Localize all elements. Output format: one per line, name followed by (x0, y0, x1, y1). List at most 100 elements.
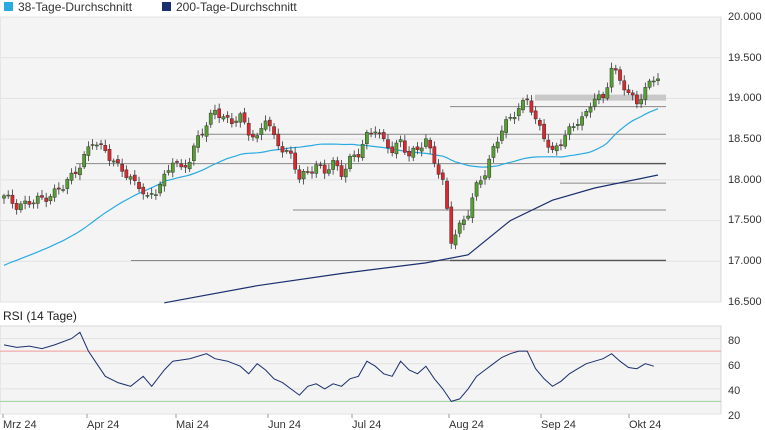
candle (360, 139, 365, 161)
candle-body (69, 172, 74, 181)
candle-body (487, 158, 492, 178)
candle (276, 128, 281, 150)
sma38-line (3, 108, 659, 266)
candle-body (343, 168, 348, 178)
candle (436, 159, 441, 179)
candle-body (386, 139, 390, 149)
rsi-tick-label: 20 (728, 410, 740, 422)
candle-body (289, 150, 293, 154)
candle-body (318, 164, 323, 166)
candle (626, 84, 631, 95)
candle (86, 141, 91, 162)
candle-body (242, 112, 247, 123)
candle (179, 159, 184, 171)
candle-body (538, 120, 542, 126)
candle (208, 109, 213, 128)
candle (145, 192, 150, 199)
candle (65, 177, 70, 195)
candle (411, 145, 416, 162)
price-tick-label: 17.000 (728, 255, 762, 267)
candle (141, 183, 146, 200)
candle (335, 156, 340, 171)
candle-body (559, 144, 563, 146)
candle-body (402, 140, 407, 153)
candle-body (508, 117, 513, 119)
candle-body (6, 194, 11, 197)
candle-body (453, 234, 458, 246)
legend-swatch-sma200 (162, 2, 171, 11)
candle-body (529, 100, 534, 113)
candle-body (40, 195, 44, 198)
candle-body (436, 164, 441, 175)
candle-body (137, 182, 141, 190)
candle-body (605, 87, 610, 99)
candle-body (466, 215, 470, 219)
candle-body (276, 133, 281, 147)
candle-body (550, 145, 555, 150)
candle (128, 174, 133, 185)
candle-body (478, 180, 483, 185)
candle (322, 159, 327, 179)
candle-body (500, 130, 504, 141)
candle-body (618, 69, 622, 81)
candle-body (99, 143, 103, 145)
candle-body (626, 89, 631, 93)
x-tick-label: Aug 24 (449, 419, 484, 430)
candle-body (597, 94, 601, 100)
candle (491, 143, 496, 163)
candle-body (643, 87, 648, 100)
candle-body (571, 126, 576, 128)
legend-label-sma200: 200-Tage-Durchschnitt (176, 0, 297, 14)
candle (255, 132, 260, 143)
candle-body (44, 197, 49, 202)
candle-body (120, 164, 124, 172)
moving-averages (3, 108, 659, 304)
x-tick-label: Mrz 24 (3, 419, 37, 430)
candle-body (221, 116, 226, 120)
candlesticks (2, 62, 660, 250)
price-tick-label: 17.500 (728, 214, 762, 226)
candle (132, 170, 137, 186)
price-panel: 16.500 17.000 17.500 18.000 18.500 19.00… (0, 11, 762, 308)
candle-body (639, 99, 643, 105)
candle (440, 169, 445, 186)
candle (154, 189, 158, 200)
candle (516, 103, 521, 121)
candle-body (267, 119, 272, 127)
candle-body (293, 152, 297, 170)
price-axis: 16.500 17.000 17.500 18.000 18.500 19.00… (728, 11, 762, 308)
candle (318, 161, 323, 169)
candle-body (23, 200, 27, 204)
candle (162, 170, 167, 192)
candle (500, 125, 504, 145)
candle-body (27, 201, 32, 205)
candle-body (297, 169, 302, 180)
candle-body (154, 194, 158, 196)
candle-body (208, 112, 213, 125)
candle (213, 104, 217, 120)
candle-body (567, 126, 572, 135)
candle (449, 201, 454, 249)
candle-body (187, 161, 192, 170)
candle (289, 146, 293, 159)
candle (550, 142, 555, 153)
candle (613, 64, 618, 75)
candle (297, 165, 302, 184)
candle-body (419, 147, 424, 152)
candle (588, 102, 593, 118)
candle (280, 141, 285, 158)
candle-body (445, 180, 449, 209)
candle (187, 157, 192, 173)
candle (166, 164, 171, 176)
candle (192, 143, 196, 166)
candle (567, 123, 572, 141)
candle (99, 139, 103, 150)
candle-body (584, 111, 589, 117)
rsi-panel: RSI (14 Tage) 20 40 60 80 (0, 309, 740, 422)
candle-body (149, 193, 154, 195)
candle (592, 93, 597, 111)
candle-body (415, 146, 420, 150)
candle-body (246, 122, 251, 136)
candle (327, 164, 331, 177)
candle-body (373, 131, 378, 134)
